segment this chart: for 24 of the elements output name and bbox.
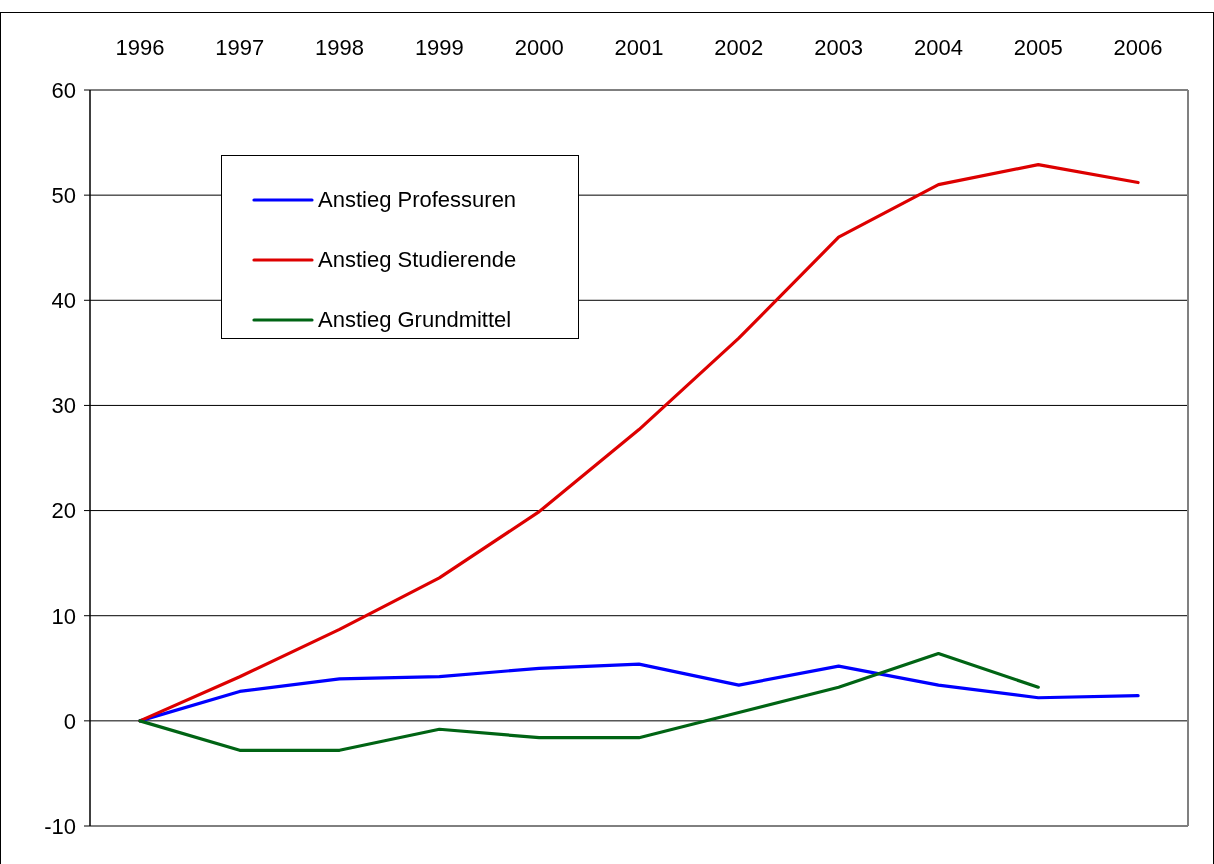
x-tick-label: 2003	[814, 35, 864, 60]
y-tick-label: -10	[44, 813, 76, 839]
y-tick-label: 20	[51, 498, 76, 524]
y-tick-label: 50	[51, 182, 76, 208]
line-series	[138, 163, 1140, 723]
x-tick-label: 2005	[1013, 35, 1063, 60]
x-tick-label: 2001	[614, 35, 664, 60]
y-tick-label: 60	[51, 77, 76, 103]
legend-label: Anstieg Studierende	[318, 247, 517, 273]
x-tick-label: 2006	[1113, 35, 1163, 60]
line-series	[138, 651, 1040, 752]
y-tick-label: 30	[51, 393, 76, 419]
x-tick-label: 1999	[414, 35, 464, 60]
y-tick-label: 40	[51, 288, 76, 314]
legend-label: Anstieg Professuren	[318, 187, 517, 213]
y-tick-label: 0	[63, 708, 76, 734]
x-tick-label: 2000	[514, 35, 564, 60]
y-tick-label: 10	[51, 603, 76, 629]
x-tick-label: 2004	[913, 35, 963, 60]
legend-label: Anstieg Grundmittel	[318, 307, 512, 333]
x-tick-label: 1996	[115, 35, 165, 60]
x-tick-label: 2002	[714, 35, 764, 60]
x-tick-label: 1997	[215, 35, 265, 60]
x-tick-label: 1998	[315, 35, 365, 60]
